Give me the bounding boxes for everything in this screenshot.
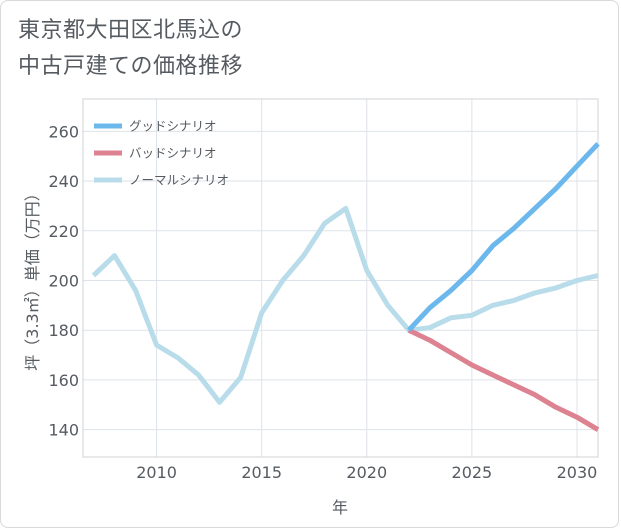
y-tick-label: 180 (48, 321, 79, 340)
y-tick-label: 240 (48, 172, 79, 191)
x-tick-label: 2020 (346, 463, 387, 482)
x-tick-label: 2015 (241, 463, 282, 482)
y-tick-label: 260 (48, 122, 79, 141)
x-tick-label: 2025 (452, 463, 493, 482)
y-tick-label: 200 (48, 271, 79, 290)
y-axis-tick-labels: 140 160 180 200 220 240 260 (48, 122, 79, 439)
series-line-0 (406, 142, 600, 332)
legend-label-1: バッドシナリオ (129, 146, 217, 161)
chart-title-line-2: 中古戸建ての価格推移 (18, 54, 244, 79)
x-axis-title: 年 (332, 498, 348, 517)
series-line-2 (91, 205, 599, 405)
legend-label-2: ノーマルシナリオ (129, 173, 229, 188)
series-lines (91, 142, 600, 432)
x-tick-label: 2010 (136, 463, 177, 482)
grid-lines (83, 99, 598, 457)
y-tick-label: 220 (48, 222, 79, 241)
legend-label-0: グッドシナリオ (129, 119, 217, 134)
y-tick-label: 140 (48, 421, 79, 440)
x-tick-label: 2030 (557, 463, 598, 482)
series-line-1 (407, 327, 600, 432)
chart-title: 東京都大田区北馬込の 中古戸建ての価格推移 (18, 13, 243, 85)
chart-title-line-1: 東京都大田区北馬込の (18, 18, 244, 43)
y-tick-label: 160 (48, 371, 79, 390)
x-axis-tick-labels: 2010 2015 2020 2025 2030 (136, 463, 597, 482)
y-axis-title: 坪（3.3㎡）単価（万円） (23, 185, 42, 370)
